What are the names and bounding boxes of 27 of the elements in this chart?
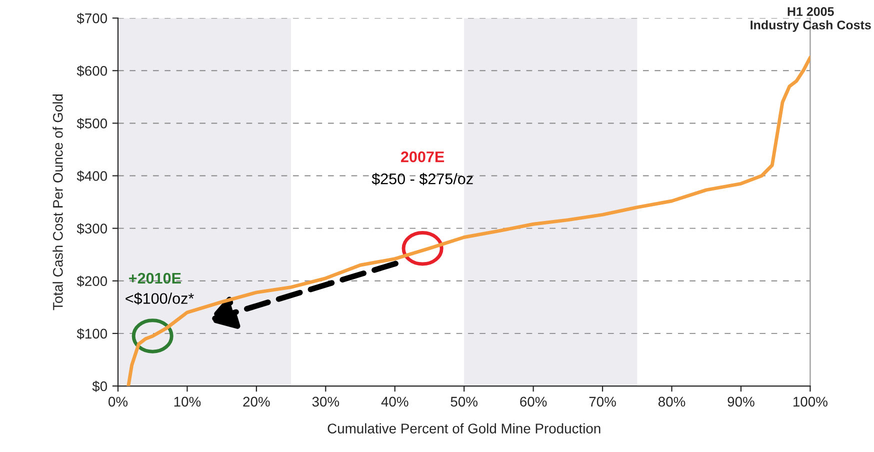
x-axis-title: Cumulative Percent of Gold Mine Production xyxy=(328,423,600,434)
x-tick-label: 70% xyxy=(589,396,616,407)
x-tick-label: 90% xyxy=(728,396,754,407)
annotation: H1 2005 Industry Cash Costs xyxy=(750,7,871,32)
annotation: $250 - $275/oz xyxy=(372,172,473,186)
y-axis-title: Total Cash Cost Per Ounce of Gold xyxy=(52,94,63,310)
line-series xyxy=(126,56,810,386)
x-tick-label: 40% xyxy=(381,396,408,407)
x-tick-label: 50% xyxy=(450,396,478,407)
y-tick-label: $400 xyxy=(76,170,108,182)
y-tick-label: $300 xyxy=(76,223,108,234)
x-tick-label: 0% xyxy=(108,396,128,407)
y-tick-label: $100 xyxy=(76,328,108,340)
y-tick-label: $500 xyxy=(76,118,108,130)
x-tick-label: 20% xyxy=(243,396,270,407)
y-tick-label: $0 xyxy=(92,380,108,392)
x-tick-label: 60% xyxy=(520,396,547,407)
annotation: 2007E xyxy=(401,151,444,162)
annotation: <$100/oz* xyxy=(126,292,194,305)
y-tick-label: $700 xyxy=(76,12,108,24)
annotation: +2010E xyxy=(129,272,181,284)
y-tick-label: $200 xyxy=(76,276,108,287)
y-tick-label: $600 xyxy=(76,65,108,77)
x-tick-label: 80% xyxy=(658,396,686,407)
x-tick-label: 100% xyxy=(793,396,828,407)
x-tick-label: 30% xyxy=(312,396,340,407)
x-tick-label: 10% xyxy=(174,396,201,407)
